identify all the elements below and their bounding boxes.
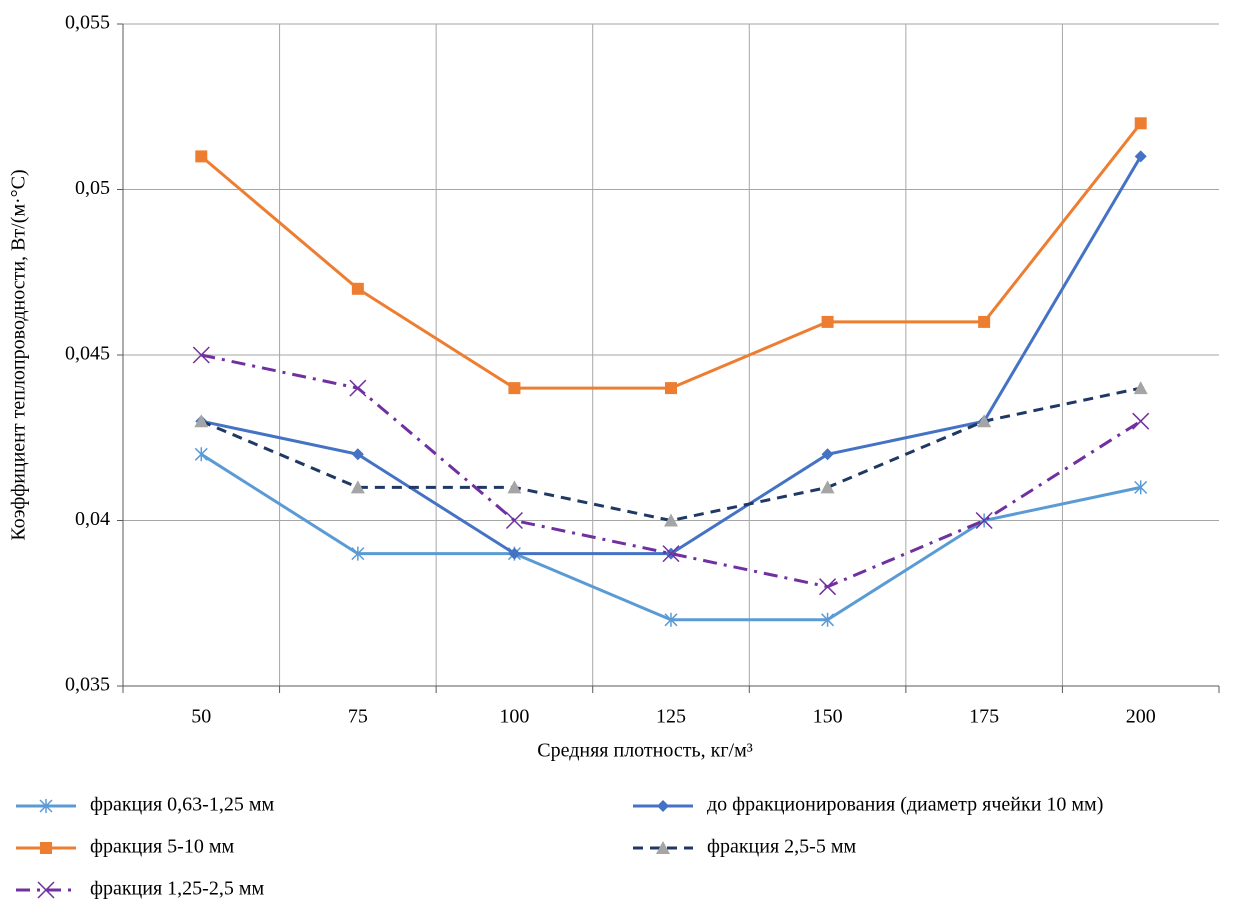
data-marker — [508, 382, 521, 395]
legend-label: фракция 0,63-1,25 мм — [90, 794, 274, 816]
data-marker — [351, 282, 364, 295]
data-marker — [505, 511, 523, 530]
legend-marker — [40, 842, 52, 854]
data-marker — [349, 379, 367, 397]
x-axis-title: Средняя плотность, кг/м³ — [537, 740, 752, 762]
legend-label: фракция 2,5-5 мм — [707, 836, 856, 858]
x-tick-label: 125 — [656, 706, 686, 728]
y-tick-label: 0,04 — [75, 508, 110, 530]
legend-label: фракция 5-10 мм — [90, 836, 234, 858]
data-marker — [662, 545, 680, 563]
data-marker — [508, 547, 521, 560]
data-marker — [975, 511, 993, 530]
series-line — [200, 453, 1142, 622]
y-tick-label: 0,045 — [65, 343, 110, 365]
x-tick-label: 200 — [1126, 706, 1156, 728]
data-marker — [664, 513, 678, 527]
data-marker — [350, 480, 365, 494]
data-marker — [665, 382, 677, 395]
x-tick-label: 75 — [348, 706, 368, 728]
y-tick-label: 0,05 — [75, 177, 110, 199]
data-marker — [351, 448, 364, 461]
data-marker — [819, 578, 837, 596]
data-marker — [821, 315, 834, 328]
x-tick-label: 150 — [813, 706, 843, 728]
data-marker — [195, 150, 208, 163]
data-marker — [1134, 117, 1147, 130]
legend-label: фракция 1,25-2,5 мм — [90, 878, 264, 900]
data-marker — [1134, 480, 1148, 495]
data-marker — [1134, 150, 1147, 163]
series-line — [200, 122, 1142, 390]
y-tick-label: 0,055 — [65, 12, 110, 34]
data-marker — [978, 315, 991, 328]
legend-marker — [656, 841, 670, 854]
data-marker — [664, 612, 678, 627]
y-tick-label: 0,035 — [65, 674, 110, 696]
legend-marker — [37, 881, 55, 899]
data-marker — [194, 414, 209, 428]
data-marker — [351, 546, 365, 561]
x-tick-label: 50 — [191, 706, 211, 728]
data-marker — [192, 346, 210, 364]
legend-label: до фракционирования (диаметр ячейки 10 м… — [707, 794, 1103, 816]
data-marker — [821, 448, 834, 461]
x-tick-label: 100 — [499, 706, 529, 728]
data-marker — [1132, 412, 1150, 430]
legend-marker — [39, 799, 53, 813]
data-marker — [977, 414, 992, 428]
x-tick-label: 175 — [969, 706, 999, 728]
data-marker — [821, 612, 835, 627]
series-line — [200, 386, 1142, 523]
legend-marker — [657, 800, 669, 812]
data-marker — [194, 447, 208, 462]
data-marker — [507, 480, 522, 494]
data-marker — [820, 480, 835, 494]
y-axis-title: Коэффициент теплопроводности, Вт/(м·°С) — [8, 169, 30, 540]
data-marker — [1133, 381, 1148, 395]
